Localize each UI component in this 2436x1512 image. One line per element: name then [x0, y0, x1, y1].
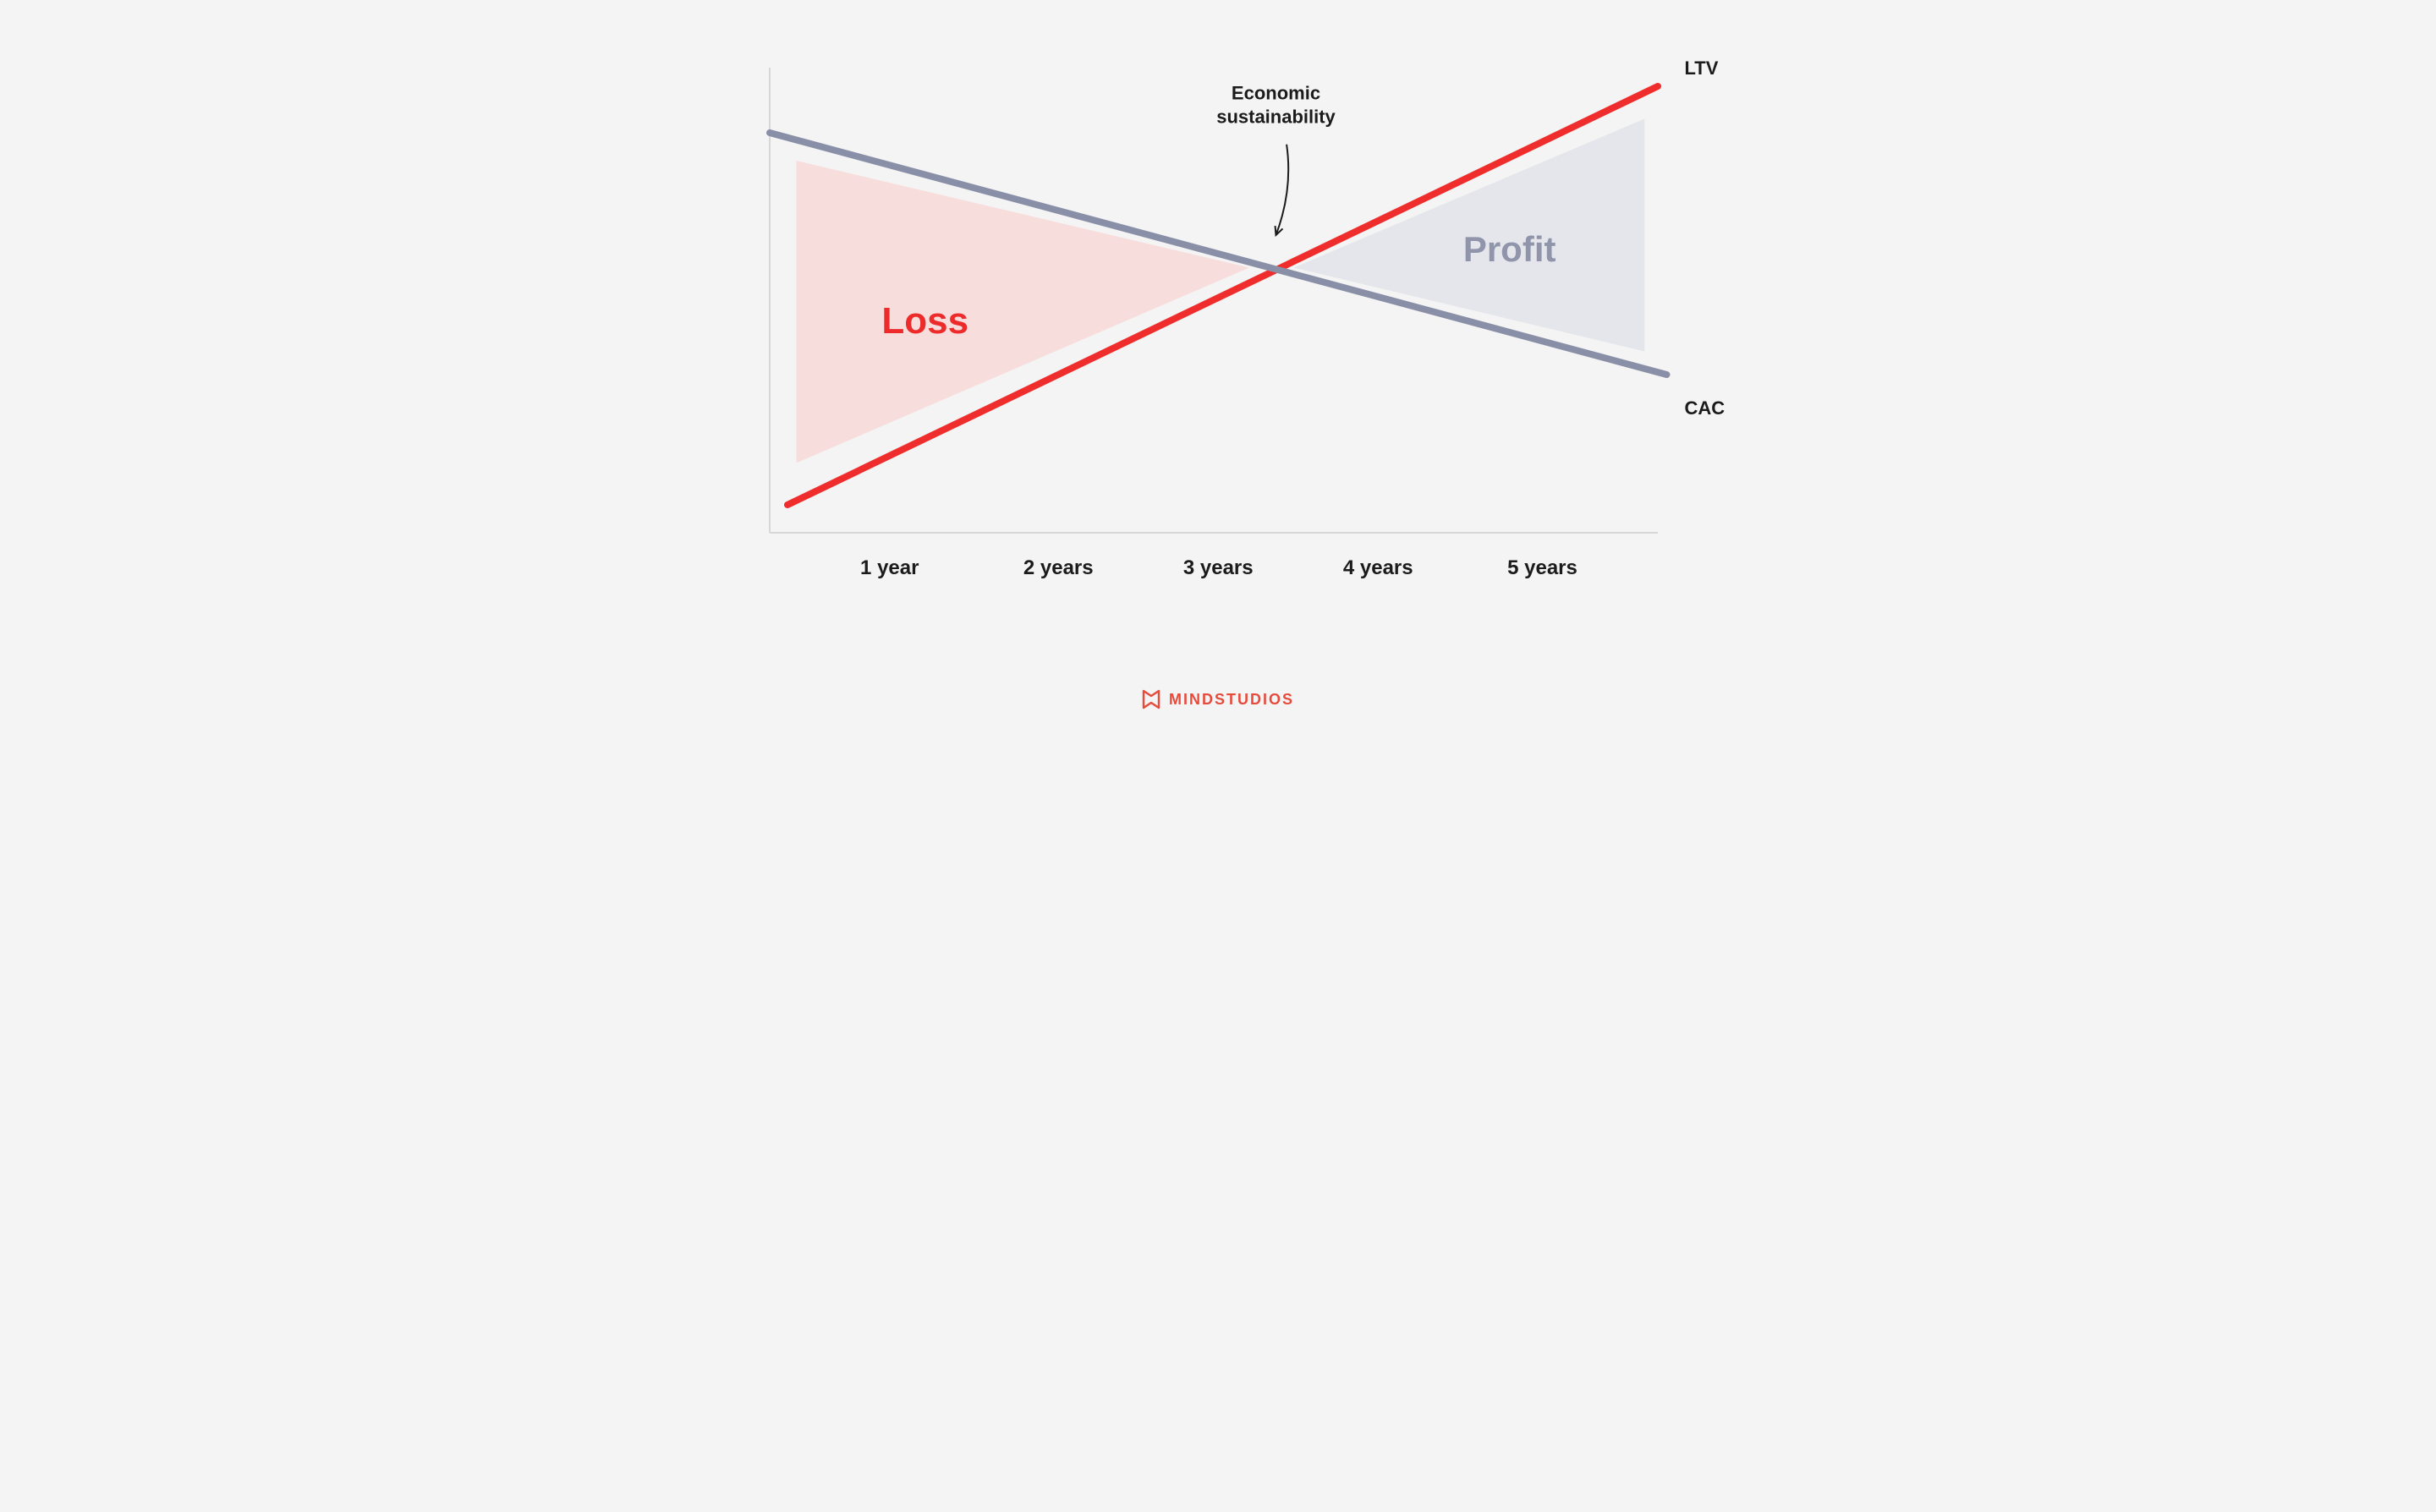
annotation-line2: sustainability	[1216, 105, 1336, 129]
brand-logo-icon	[1142, 689, 1160, 709]
region-label-loss: Loss	[881, 300, 968, 342]
brand-logo-text: MINDSTUDIOS	[1169, 691, 1294, 709]
x-tick-label: 4 years	[1343, 556, 1413, 580]
series-label-ltv: LTV	[1685, 58, 1719, 79]
x-tick-label: 3 years	[1183, 556, 1254, 580]
x-tick-label: 2 years	[1023, 556, 1094, 580]
brand-logo: MINDSTUDIOS	[1142, 689, 1294, 709]
x-tick-label: 5 years	[1507, 556, 1577, 580]
series-label-cac: CAC	[1685, 397, 1726, 419]
region-label-profit: Profit	[1463, 229, 1556, 270]
ltv-cac-chart: 1 year2 years3 years4 years5 years LTVCA…	[770, 68, 1658, 533]
x-tick-label: 1 year	[860, 556, 919, 580]
figure-canvas: 1 year 2 years 3 years 4 years 5 years LTV CA…	[609, 0, 1827, 756]
annotation-line1: Economic	[1216, 82, 1336, 106]
annotation-economic-sustainability: Economic sustainability	[1216, 82, 1336, 129]
annotation-arrow	[1276, 145, 1289, 235]
